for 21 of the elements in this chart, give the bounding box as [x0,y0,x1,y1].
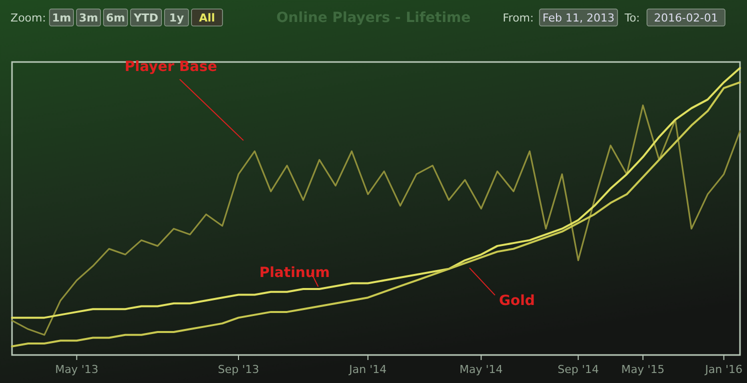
x-tick-label: May '15 [621,363,665,376]
zoom-button: All [191,8,223,26]
text: Player Base [124,59,218,76]
zoom-button: 6m [103,8,128,26]
x-tick-label: Jan '14 [348,363,387,376]
date-field: Feb 11, 2013 [539,8,618,26]
x-tick-label: May '13 [55,363,98,376]
text: Gold [498,293,535,310]
x-tick-label: Sep '13 [218,363,260,376]
toolbar-label: To: [624,12,640,24]
zoom-button: 3m [76,8,101,26]
x-tick-label: May '14 [460,363,503,376]
zoom-button: 1m [49,8,74,26]
x-tick-label: Sep '14 [558,363,599,376]
zoom-button: YTD [130,8,162,26]
zoom-button: 1y [164,8,189,26]
toolbar-label: Zoom: [10,12,46,24]
x-tick-label: Jan '16 [704,363,743,376]
series-label: Platinum [259,264,330,281]
toolbar-label: From: [502,12,534,24]
date-field: 2016-02-01 [646,8,726,26]
